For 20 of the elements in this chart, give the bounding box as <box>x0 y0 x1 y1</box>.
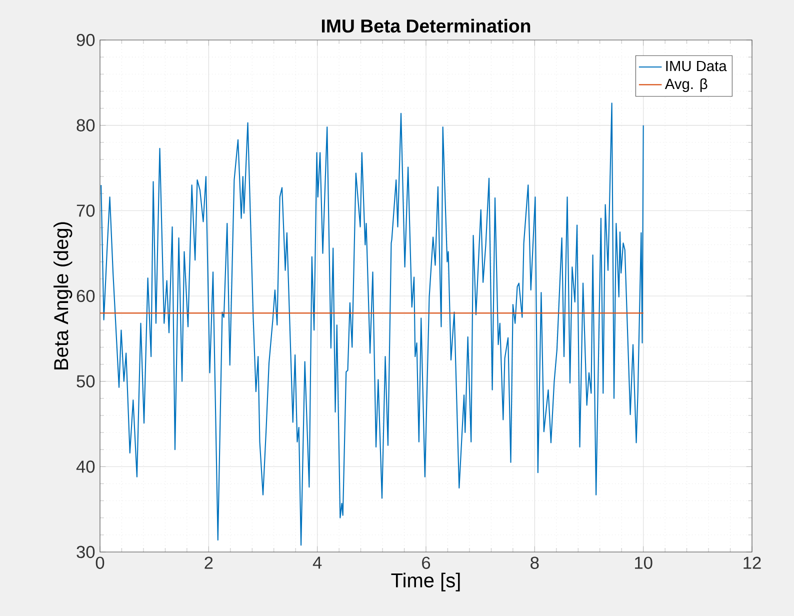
x-tick-label: 0 <box>96 556 104 569</box>
y-tick-label: 40 <box>76 460 95 473</box>
y-tick-label: 50 <box>76 375 95 388</box>
y-tick-label: 90 <box>76 34 95 46</box>
x-tick-label: 4 <box>312 556 322 569</box>
chart-title: IMU Beta Determination <box>322 18 530 33</box>
y-tick-label: 70 <box>76 204 95 217</box>
x-tick-label: 10 <box>635 556 652 569</box>
x-tick-label: 2 <box>204 556 213 569</box>
x-axis-title: Time [s] <box>391 572 460 592</box>
x-tick-label: 12 <box>744 556 761 569</box>
y-tick-label: 60 <box>76 290 95 302</box>
y-tick-label: 30 <box>76 546 95 558</box>
x-tick-label: 8 <box>530 556 539 569</box>
legend-label: IMU Data <box>666 60 727 72</box>
line-series <box>100 102 644 546</box>
x-tick-label: 6 <box>422 556 430 569</box>
y-axis-title: Beta Angle (deg) <box>54 222 72 370</box>
y-tick-label: 80 <box>76 119 95 132</box>
legend-label: Avg. β <box>664 78 708 92</box>
